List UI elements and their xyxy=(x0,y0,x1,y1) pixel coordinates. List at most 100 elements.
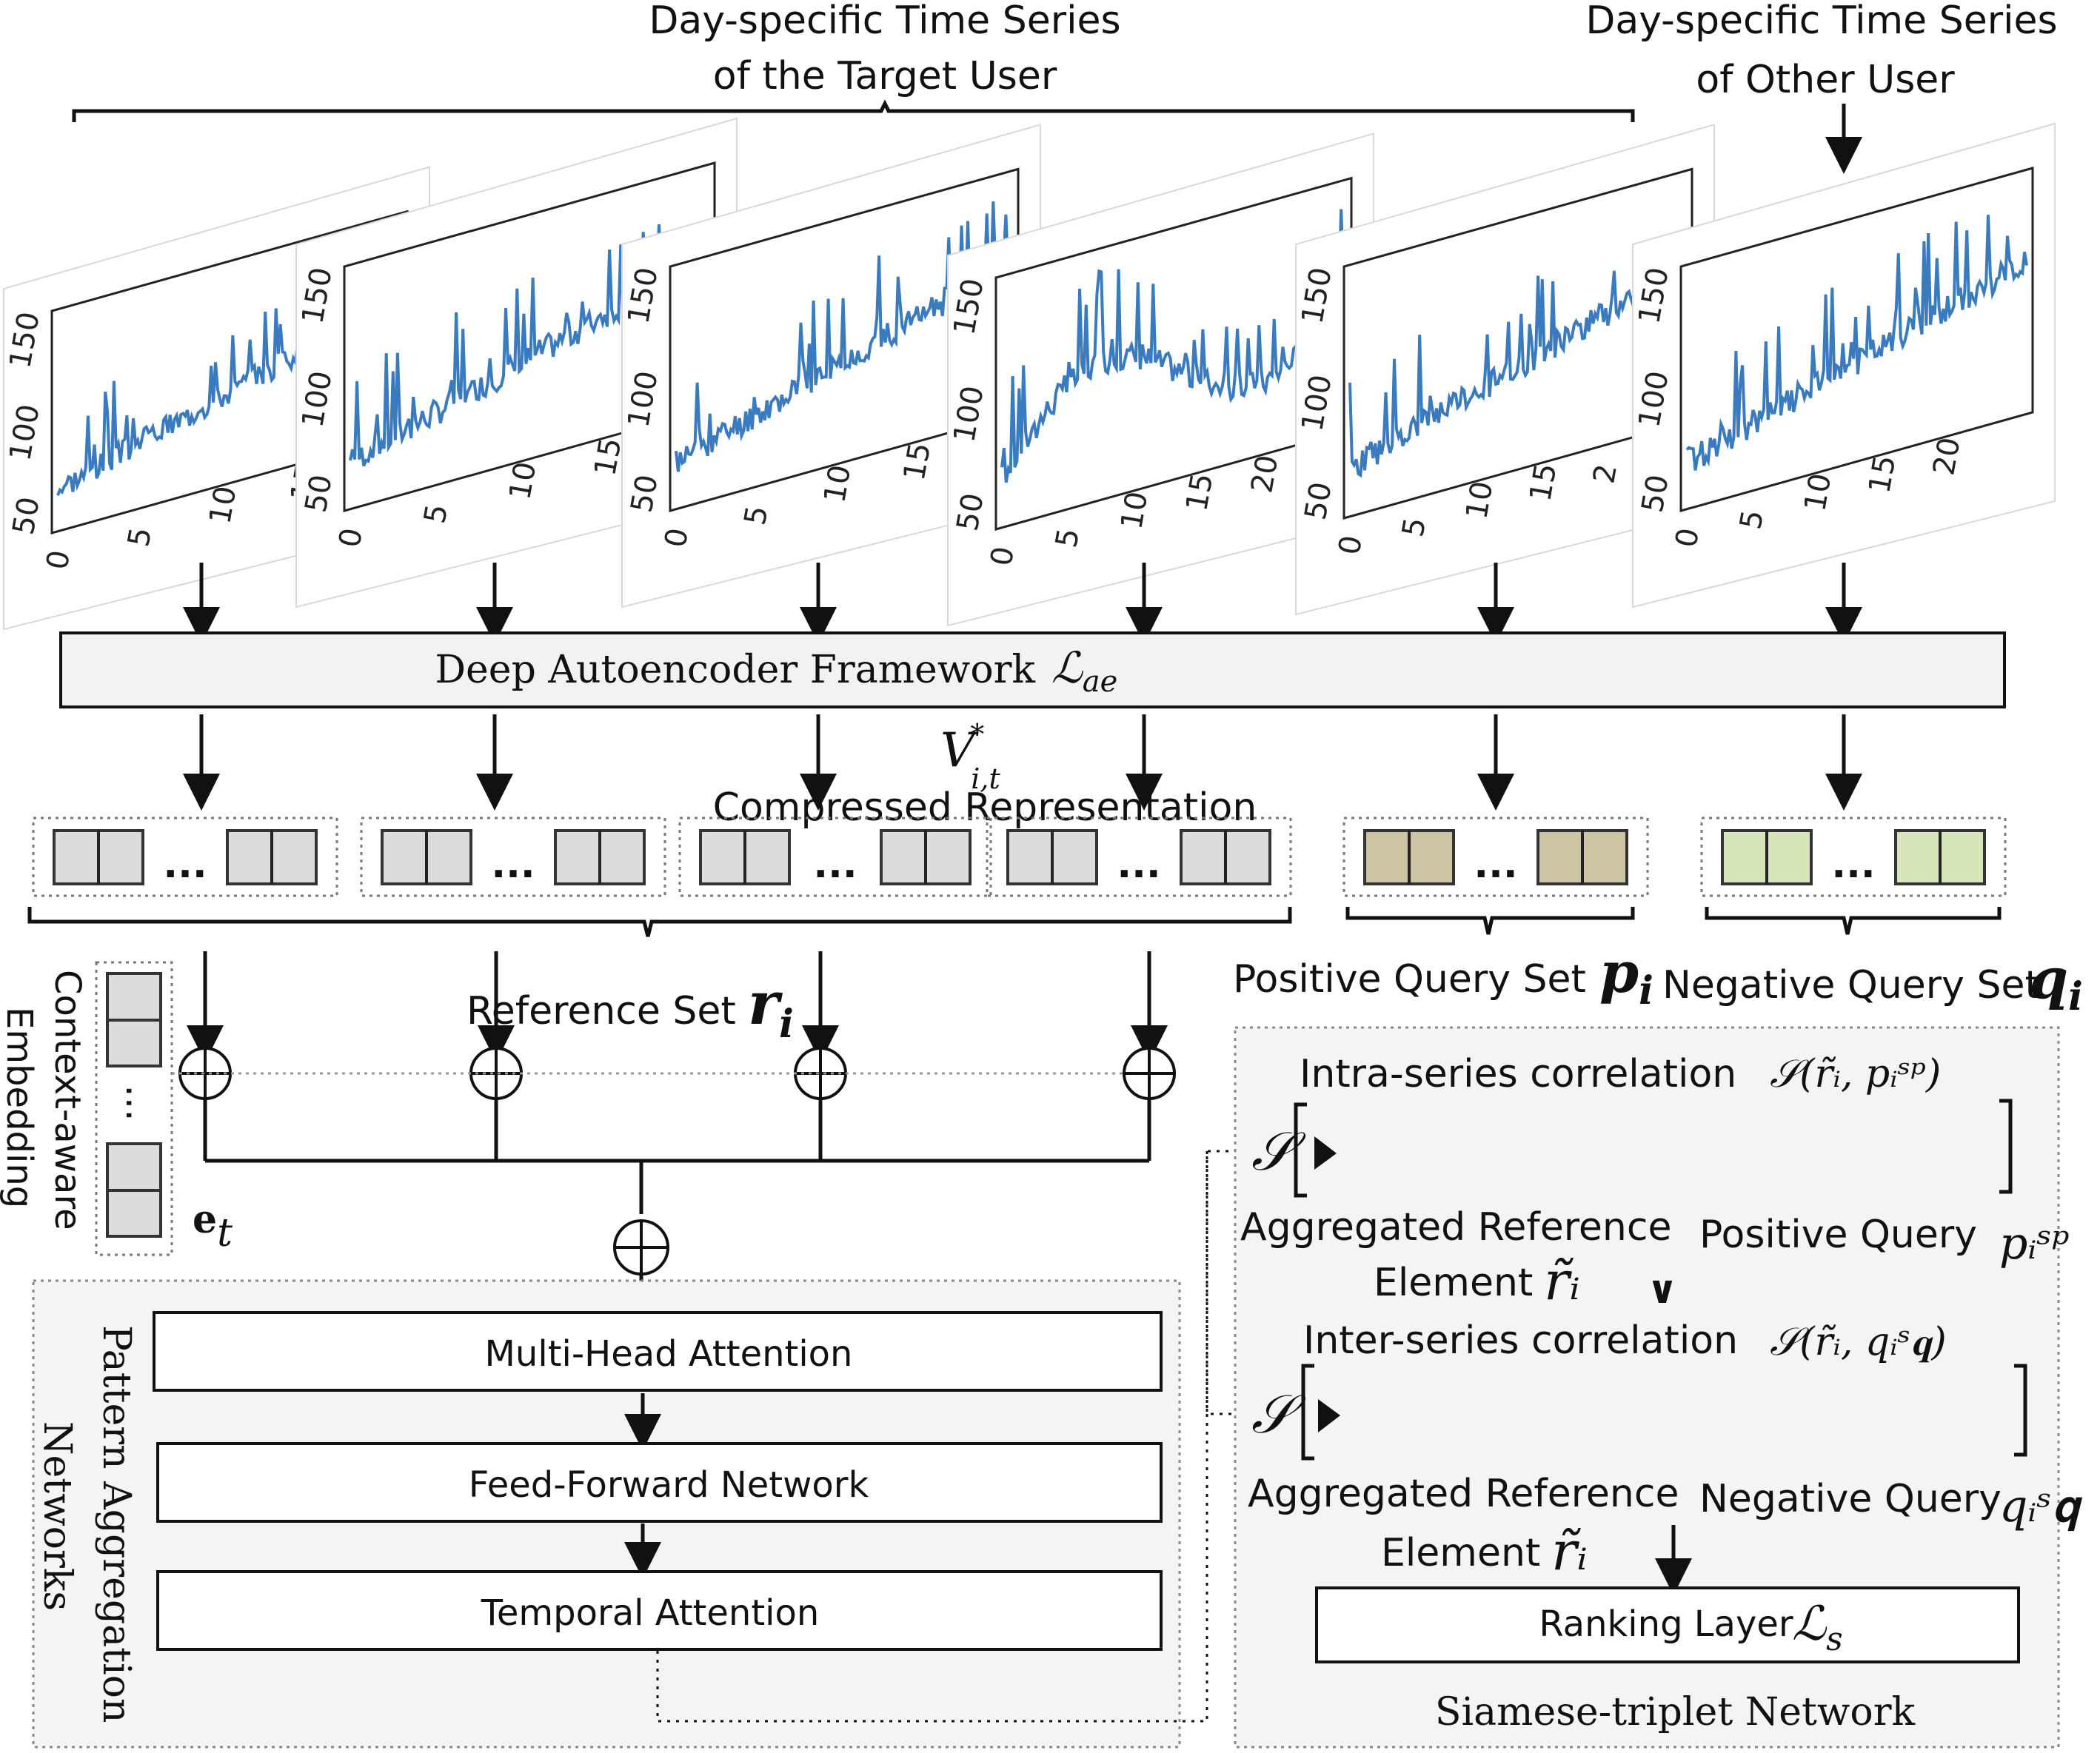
ranking-layer-box xyxy=(1315,1586,2020,1663)
compressed-symbol: V* i,t xyxy=(940,718,1000,795)
inter-agg-ref-line2: Element xyxy=(1381,1531,1540,1575)
x-tick-label: 10 xyxy=(1459,479,1499,522)
other-user-title-line2: of Other User xyxy=(1696,58,1955,102)
intra-agg-ref-line1: Aggregated Reference xyxy=(1240,1205,1671,1250)
intra-series-label: Intra-series correlation xyxy=(1300,1052,1736,1096)
context-embedding-title-line2: Embedding xyxy=(0,1007,40,1208)
x-tick-label: 10 xyxy=(503,459,543,502)
context-embedding-symbol: et xyxy=(193,1197,233,1256)
context-embedding-frame xyxy=(95,961,173,1256)
siamese-network-label: Siamese-triplet Network xyxy=(1435,1690,1916,1734)
positive-set-label: Positive Query Set xyxy=(1233,957,1586,1002)
plot-frame xyxy=(994,176,1353,531)
inter-series-formula: 𝒮(r̃ᵢ, qᵢˢ𝐪) xyxy=(1770,1320,1947,1364)
compare-symbol: ∨ xyxy=(1647,1268,1678,1313)
series-line xyxy=(1348,244,1687,478)
reference-group-4: ... xyxy=(986,817,1292,897)
target-user-title-line1: Day-specific Time Series xyxy=(649,0,1120,43)
plot-frame xyxy=(1342,167,1693,520)
cell-ellipsis: ... xyxy=(813,842,857,887)
negative-query-symbol: qᵢˢ𝐪 xyxy=(1999,1481,2083,1532)
positive-query-symbol: pᵢˢᵖ xyxy=(1999,1218,2070,1270)
autoencoder-label: Deep Autoencoder Framework xyxy=(435,648,1035,692)
autoencoder-box xyxy=(59,631,2006,708)
compressed-label: Compressed Representation xyxy=(713,785,1257,830)
target-user-brace xyxy=(72,99,1635,122)
negative-set-label: Negative Query Set xyxy=(1662,963,2040,1008)
inter-s-arrow xyxy=(1318,1399,1340,1432)
autoencoder-loss: ℒae xyxy=(1051,643,1117,699)
inter-agg-ref-line1: Aggregated Reference xyxy=(1248,1472,1679,1516)
cell-ellipsis: ... xyxy=(1474,842,1517,887)
reference-group-1: ... xyxy=(32,817,338,897)
multi-head-attention-box xyxy=(153,1311,1163,1392)
target-user-title-line2: of the Target User xyxy=(713,54,1057,98)
positive-query-group: ... xyxy=(1342,817,1649,897)
inter-bracket-left xyxy=(1301,1364,1314,1461)
plot-frame xyxy=(1679,167,2034,512)
cell-ellipsis: ... xyxy=(163,842,207,887)
y-tick-label: 50 xyxy=(1299,480,1339,523)
addition-nodes xyxy=(172,951,1176,1321)
negative-set-brace xyxy=(1705,907,2002,935)
ranking-layer-loss: ℒs xyxy=(1792,1597,1843,1658)
plot-frame xyxy=(669,167,1020,512)
cell-ellipsis: ... xyxy=(1117,842,1160,887)
x-tick-label: 10 xyxy=(1798,471,1838,514)
x-tick-label: 20 xyxy=(1927,435,1967,477)
plot-frame xyxy=(50,210,409,534)
cell-ellipsis: ... xyxy=(491,842,535,887)
positive-set-brace xyxy=(1345,907,1635,935)
feed-forward-network-box xyxy=(156,1442,1163,1523)
reference-set-label: Reference Set xyxy=(467,989,736,1033)
x-tick-label: 10 xyxy=(817,463,857,506)
plot-to-autoencoder-arrows xyxy=(183,563,1862,644)
context-embedding-dots: ... xyxy=(117,1085,161,1122)
intra-bracket-left xyxy=(1294,1102,1307,1198)
temporal-attention-label: Temporal Attention xyxy=(481,1592,820,1634)
intra-agg-ref-line2: Element xyxy=(1374,1261,1533,1305)
negative-set-symbol: qi xyxy=(2029,945,2083,1019)
positive-query-label: Positive Query xyxy=(1699,1213,1977,1257)
series-line xyxy=(1685,215,2028,471)
reference-group-2: ... xyxy=(360,817,666,897)
context-embedding-title-line1: Context-aware xyxy=(47,970,88,1230)
y-tick-label: 50 xyxy=(951,491,991,534)
y-tick-label: 50 xyxy=(625,472,665,515)
negative-query-label: Negative Query xyxy=(1699,1477,2002,1521)
plot-frame xyxy=(343,161,716,512)
y-tick-label: 50 xyxy=(299,472,339,515)
intra-series-formula: 𝒮(r̃ᵢ, pᵢˢᵖ) xyxy=(1770,1052,1941,1096)
x-tick-label: 20 xyxy=(1245,452,1285,495)
x-tick-label: 15 xyxy=(1862,453,1902,496)
pattern-networks-title-line2: Networks xyxy=(35,1421,79,1611)
inter-series-label: Inter-series correlation xyxy=(1303,1318,1738,1363)
intra-agg-ref-symbol: r̃ᵢ xyxy=(1544,1250,1580,1312)
x-tick-label: 15 xyxy=(1180,471,1220,514)
inter-bracket-right xyxy=(2014,1364,2027,1457)
other-user-title-line1: Day-specific Time Series xyxy=(1585,0,2057,43)
inter-agg-ref-symbol: r̃ᵢ xyxy=(1551,1520,1588,1582)
reference-set-symbol: ri xyxy=(748,968,794,1047)
intra-bracket-right xyxy=(1999,1099,2013,1194)
temporal-attention-box xyxy=(156,1570,1163,1651)
autoencoder-to-representation-arrows xyxy=(183,714,1862,811)
multi-head-attention-label: Multi-Head Attention xyxy=(485,1333,853,1375)
y-tick-label: 50 xyxy=(1636,472,1676,515)
time-series-plots: 15010050051015...15010050051015...150100… xyxy=(3,117,2056,631)
x-tick-label: 15 xyxy=(897,440,937,483)
reference-group-3: ... xyxy=(678,817,992,897)
x-tick-label: 15 xyxy=(1523,461,1563,504)
ranking-layer-label: Ranking Layer xyxy=(1539,1603,1793,1645)
x-tick-label: 10 xyxy=(1114,489,1154,532)
positive-set-symbol: pi xyxy=(1599,939,1653,1013)
x-tick-label: 10 xyxy=(203,483,243,526)
negative-query-group: ... xyxy=(1700,817,2007,897)
y-tick-label: 50 xyxy=(7,495,47,537)
reference-set-brace xyxy=(27,907,1292,937)
cell-ellipsis: ... xyxy=(1831,842,1875,887)
